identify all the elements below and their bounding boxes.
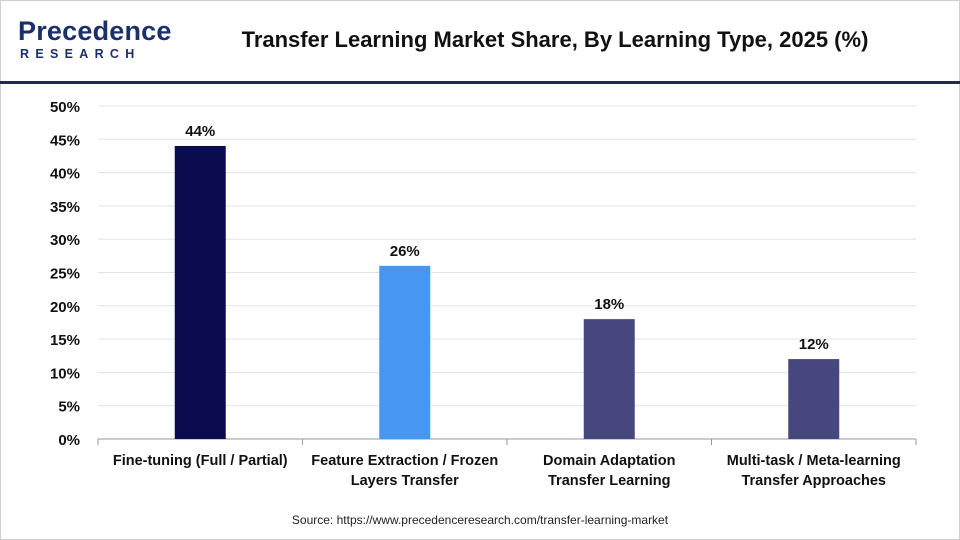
x-tick-label: Fine-tuning (Full / Partial) [113,453,288,469]
bar-data-label: 44% [185,123,215,140]
x-tick-label: Transfer Approaches [741,473,886,489]
y-tick-label: 25% [50,266,80,283]
y-tick-label: 40% [50,166,80,183]
chart-title: Transfer Learning Market Share, By Learn… [241,27,869,52]
y-tick-label: 50% [50,99,80,116]
bar [583,319,635,439]
x-tick-label: Transfer Learning [548,473,670,489]
y-tick-label: 10% [50,365,80,382]
bar-data-label: 12% [799,336,829,353]
bar-data-label: 26% [390,243,420,260]
y-tick-label: 5% [58,399,80,416]
logo-wordmark: Precedence [18,16,172,46]
y-tick-label: 15% [50,332,80,349]
x-tick-label: Domain Adaptation [543,453,675,469]
logo-subtitle: RESEARCH [20,47,141,61]
header: Precedence RESEARCH Transfer Learning Ma… [0,0,960,81]
brand-logo: Precedence RESEARCH [18,14,171,64]
y-tick-label: 35% [50,199,80,216]
header-divider [0,81,960,84]
bar-data-label: 18% [594,296,624,313]
y-tick-label: 45% [50,132,80,149]
bar-chart: 0% 5% 10% 15% 20% 25% 30% 35% 40% 45% 50% 44% Fine-t… [50,99,917,489]
y-tick-label: 30% [50,232,80,249]
y-tick-label: 0% [58,432,80,449]
x-tick-label: Multi-task / Meta-learning [727,453,901,469]
bar [379,265,431,439]
bar [174,145,226,439]
x-tick-label: Feature Extraction / Frozen [311,453,498,469]
x-tick-label: Layers Transfer [351,473,459,489]
y-tick-label: 20% [50,299,80,316]
source-note: Source: https://www.precedenceresearch.c… [291,513,669,527]
bar [788,359,840,439]
